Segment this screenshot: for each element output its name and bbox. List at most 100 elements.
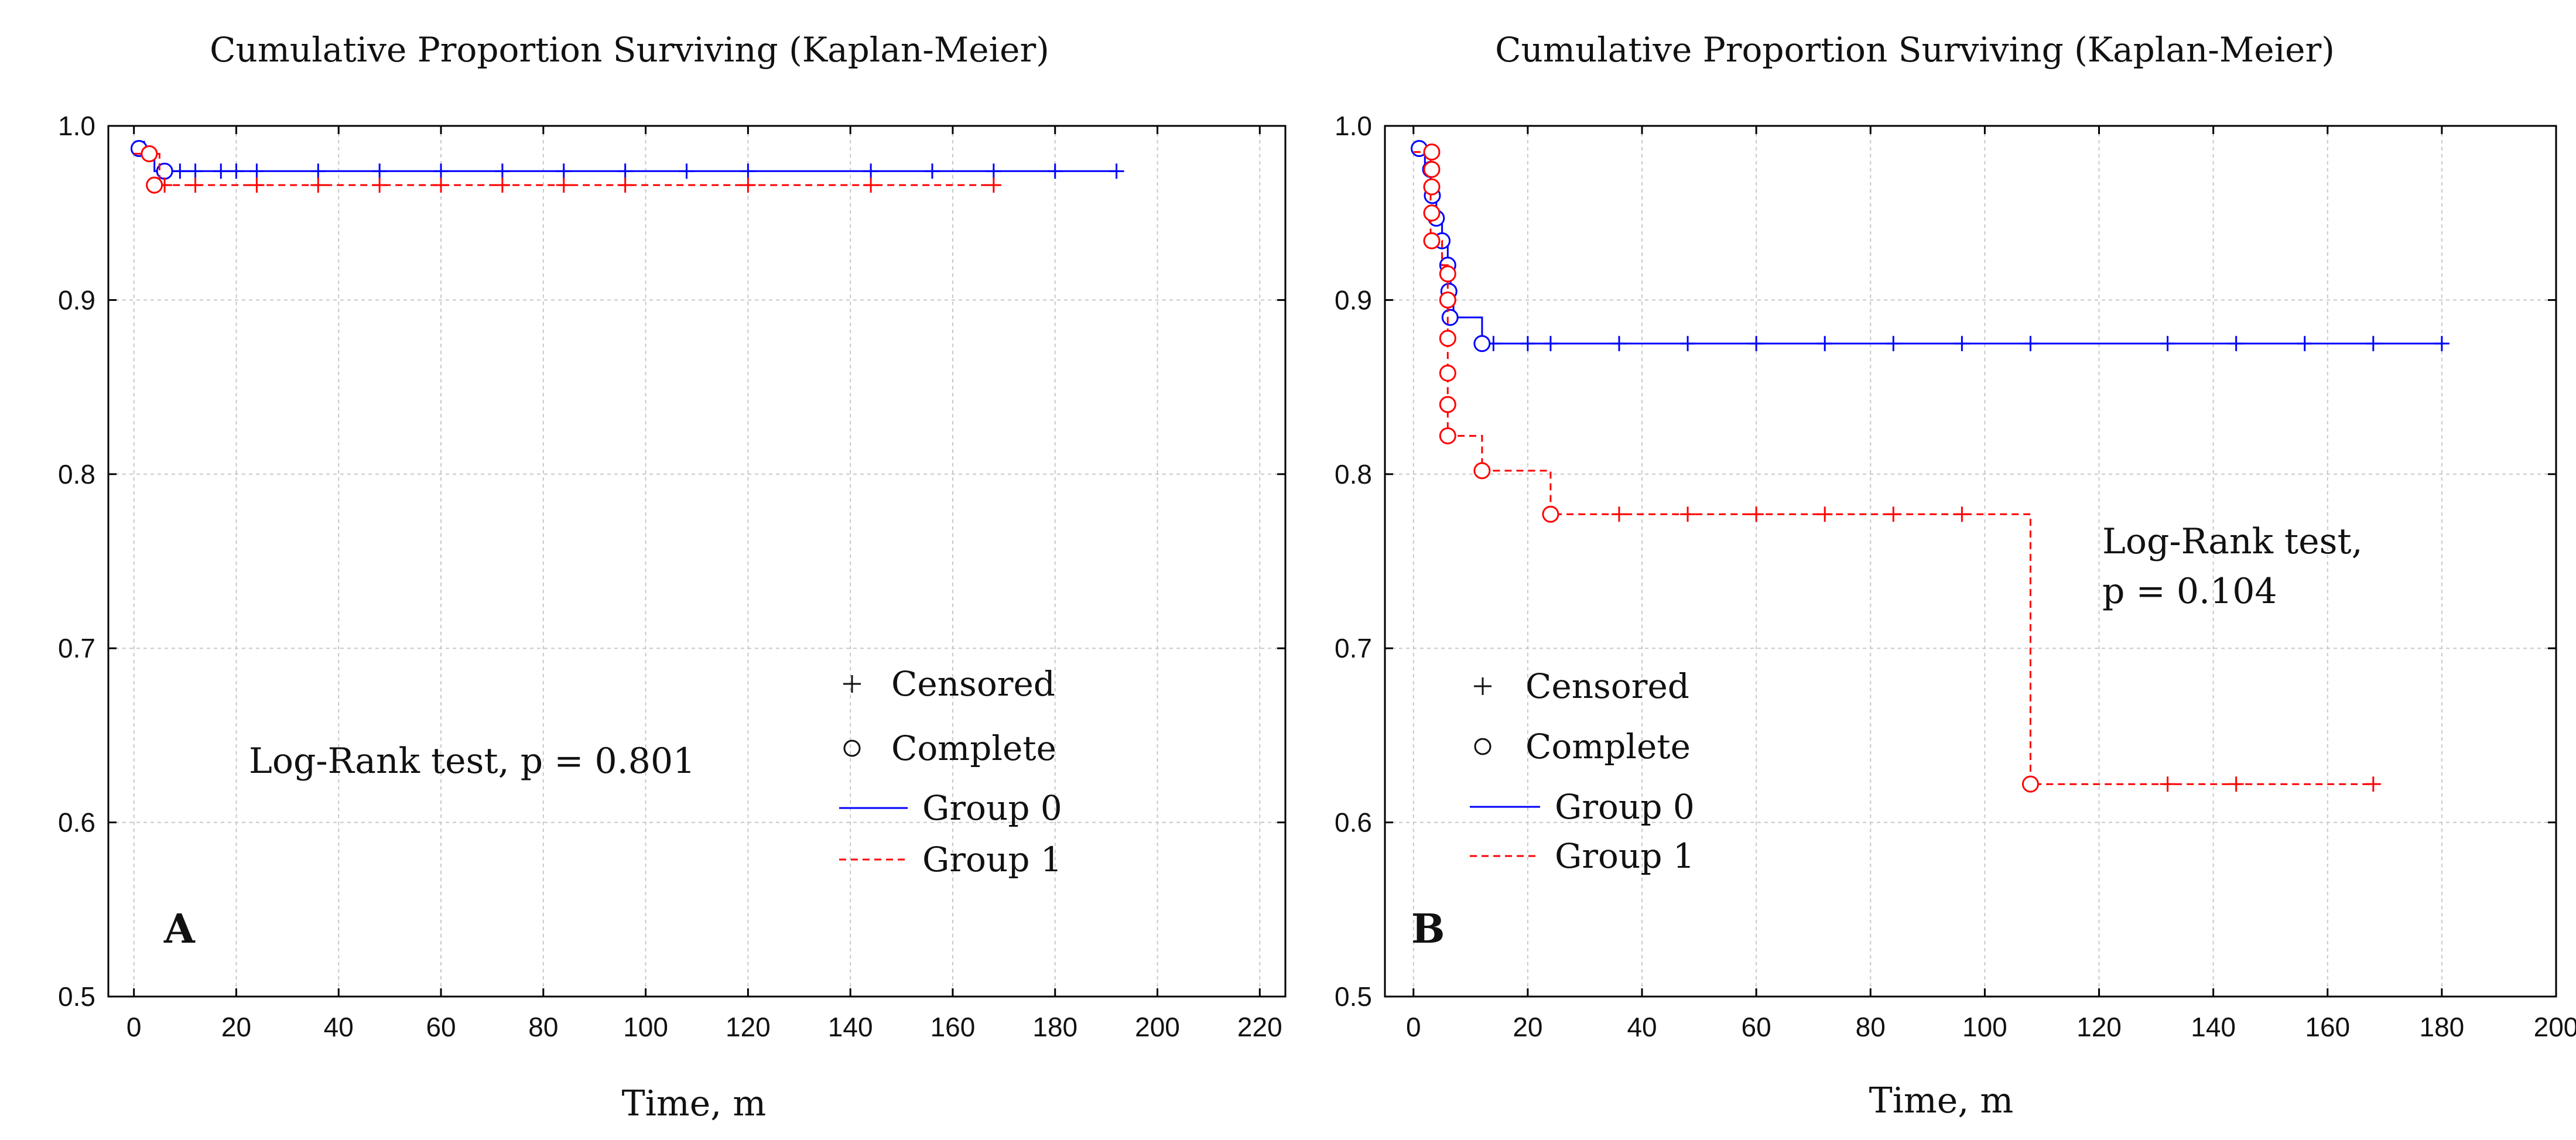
censored-marker bbox=[617, 177, 633, 193]
complete-marker bbox=[1423, 178, 1441, 196]
censored-marker bbox=[2023, 336, 2038, 351]
censored-marker bbox=[187, 177, 203, 193]
censored-marker bbox=[433, 177, 449, 193]
x-tick-label: 0 bbox=[126, 1012, 142, 1042]
complete-marker bbox=[1439, 427, 1456, 444]
panel-b-frame bbox=[1384, 125, 2557, 998]
censored-marker bbox=[925, 163, 940, 179]
censored-marker bbox=[172, 163, 188, 179]
censored-marker bbox=[1817, 336, 1833, 351]
panel-a-x-axis-label: Time, m bbox=[622, 1083, 767, 1124]
panel-a-label: A bbox=[163, 906, 196, 953]
censored-marker bbox=[986, 177, 1001, 193]
censored-marker bbox=[310, 163, 326, 179]
series-group-1 bbox=[1413, 143, 2381, 793]
complete-marker bbox=[2021, 775, 2039, 793]
censored-marker bbox=[213, 163, 229, 179]
legend-censored-symbol bbox=[843, 675, 861, 693]
censored-marker bbox=[433, 163, 449, 179]
censored-marker bbox=[863, 163, 879, 179]
legend-complete-label: Complete bbox=[1525, 727, 1691, 766]
y-tick-label: 0.5 bbox=[1335, 981, 1372, 1012]
censored-marker bbox=[863, 177, 879, 193]
y-tick-label: 0.8 bbox=[1335, 459, 1372, 489]
censored-marker bbox=[986, 163, 1001, 179]
x-tick-label: 160 bbox=[2305, 1012, 2350, 1042]
complete-marker bbox=[1439, 330, 1456, 347]
censored-marker bbox=[2434, 336, 2450, 351]
censored-marker bbox=[2160, 776, 2175, 792]
legend-censored-label: Censored bbox=[1525, 666, 1689, 706]
censored-marker bbox=[2365, 336, 2381, 351]
complete-marker bbox=[1423, 160, 1441, 178]
censored-marker bbox=[2228, 776, 2244, 792]
complete-marker bbox=[1423, 143, 1441, 161]
panel-a-frame bbox=[107, 125, 1287, 998]
censored-marker bbox=[740, 163, 756, 179]
y-tick-label: 0.6 bbox=[58, 807, 95, 838]
censored-marker bbox=[1954, 506, 1970, 522]
legend-group1-label: Group 1 bbox=[922, 840, 1062, 879]
panel-b-title: Cumulative Proportion Surviving (Kaplan-… bbox=[1495, 30, 2335, 70]
censored-marker bbox=[617, 163, 633, 179]
censored-marker bbox=[1047, 163, 1063, 179]
panel-b-x-axis-label: Time, m bbox=[1869, 1080, 2014, 1121]
panel-b-logrank-annotation-line2: p = 0.104 bbox=[2102, 571, 2277, 612]
censored-marker bbox=[494, 177, 510, 193]
panel-a-plot bbox=[130, 140, 1124, 194]
panel-b-plot bbox=[1411, 140, 2450, 793]
x-tick-label: 200 bbox=[2534, 1012, 2576, 1042]
complete-marker bbox=[1423, 204, 1441, 222]
panel-a-logrank-annotation: Log-Rank test, p = 0.801 bbox=[249, 741, 695, 782]
y-tick-label: 0.5 bbox=[58, 981, 95, 1012]
y-tick-label: 0.9 bbox=[1335, 285, 1372, 315]
x-tick-label: 40 bbox=[1627, 1012, 1657, 1042]
censored-marker bbox=[556, 177, 572, 193]
x-tick-label: 60 bbox=[1742, 1012, 1771, 1042]
y-tick-label: 1.0 bbox=[58, 111, 95, 141]
panel-b-logrank-annotation-line1: Log-Rank test, bbox=[2102, 521, 2363, 562]
complete-marker bbox=[1473, 462, 1491, 480]
censored-marker bbox=[310, 177, 326, 193]
series-group-0 bbox=[130, 140, 1124, 180]
censored-marker bbox=[1886, 506, 1901, 522]
complete-marker bbox=[1439, 291, 1456, 309]
censored-marker bbox=[1520, 336, 1535, 351]
y-tick-label: 0.6 bbox=[1335, 807, 1372, 838]
censored-marker bbox=[1680, 506, 1696, 522]
x-tick-label: 100 bbox=[1962, 1012, 2007, 1042]
censored-marker bbox=[556, 163, 572, 179]
complete-marker bbox=[1439, 364, 1456, 382]
x-tick-label: 160 bbox=[930, 1012, 976, 1042]
x-tick-label: 80 bbox=[528, 1012, 558, 1042]
legend-group0-label: Group 0 bbox=[1555, 787, 1695, 827]
x-tick-label: 180 bbox=[1032, 1012, 1077, 1042]
censored-marker bbox=[1109, 163, 1124, 179]
legend-group1-label: Group 1 bbox=[1555, 836, 1695, 876]
censored-marker bbox=[2160, 336, 2175, 351]
censored-marker bbox=[1886, 336, 1901, 351]
x-tick-label: 140 bbox=[2191, 1012, 2236, 1042]
complete-marker bbox=[146, 176, 163, 194]
censored-marker bbox=[372, 163, 388, 179]
censored-marker bbox=[740, 177, 756, 193]
x-tick-label: 80 bbox=[1856, 1012, 1886, 1042]
censored-marker bbox=[1749, 336, 1764, 351]
censored-marker bbox=[2297, 336, 2312, 351]
panel-a-legend: Censored Complete Group 0 Group 1 bbox=[839, 664, 1062, 879]
panel-b: Cumulative Proportion Surviving (Kaplan-… bbox=[1335, 30, 2576, 1121]
x-tick-label: 60 bbox=[426, 1012, 456, 1042]
x-tick-label: 40 bbox=[324, 1012, 354, 1042]
x-tick-label: 100 bbox=[623, 1012, 668, 1042]
censored-marker bbox=[249, 177, 265, 193]
x-tick-label: 140 bbox=[828, 1012, 873, 1042]
complete-marker bbox=[1423, 232, 1441, 249]
censored-marker bbox=[372, 177, 388, 193]
y-tick-label: 1.0 bbox=[1335, 111, 1372, 141]
censored-marker bbox=[1542, 336, 1558, 351]
legend-censored-label: Censored bbox=[891, 664, 1055, 704]
x-tick-label: 20 bbox=[1513, 1012, 1542, 1042]
x-tick-label: 180 bbox=[2420, 1012, 2465, 1042]
legend-complete-symbol bbox=[1474, 738, 1491, 755]
